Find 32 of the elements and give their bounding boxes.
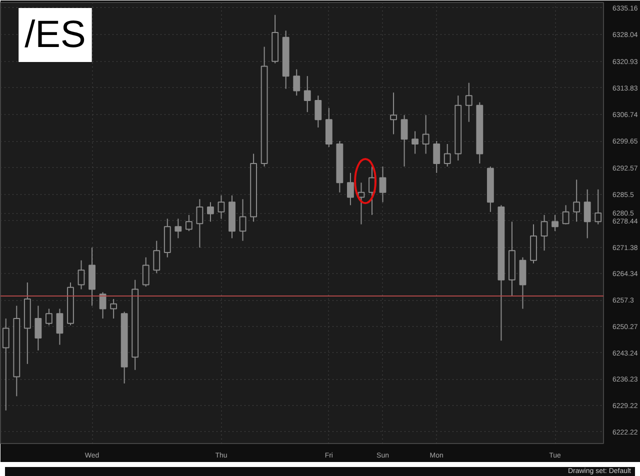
candlestick [99,292,106,320]
candlestick [34,305,42,351]
candlestick [390,92,397,135]
candlestick [346,172,354,206]
candlestick [314,95,322,128]
candlestick [444,143,451,168]
candlestick [465,82,472,122]
candlestick [142,256,150,288]
candlestick [110,298,118,320]
candlestick [433,140,440,174]
candlestick [422,114,430,154]
candlestick [174,218,182,239]
candlestick [379,166,386,203]
candlestick [56,308,64,346]
candlestick [304,76,311,113]
candlestick [540,214,548,252]
candlestick [552,214,559,232]
candlestick [239,198,246,242]
chart-title: /ES [24,14,86,56]
candlestick [293,68,300,96]
candlestick [584,188,591,239]
candlestick [400,114,408,168]
candlestick [185,214,192,232]
candlestick [218,194,225,220]
candlestick [412,130,419,154]
candlestick [207,202,214,222]
candlestick [78,260,85,290]
candlestick [153,240,160,274]
candlestick [562,204,570,225]
candlestick [573,179,580,222]
candlestick [196,198,204,248]
candlestick [45,308,52,326]
